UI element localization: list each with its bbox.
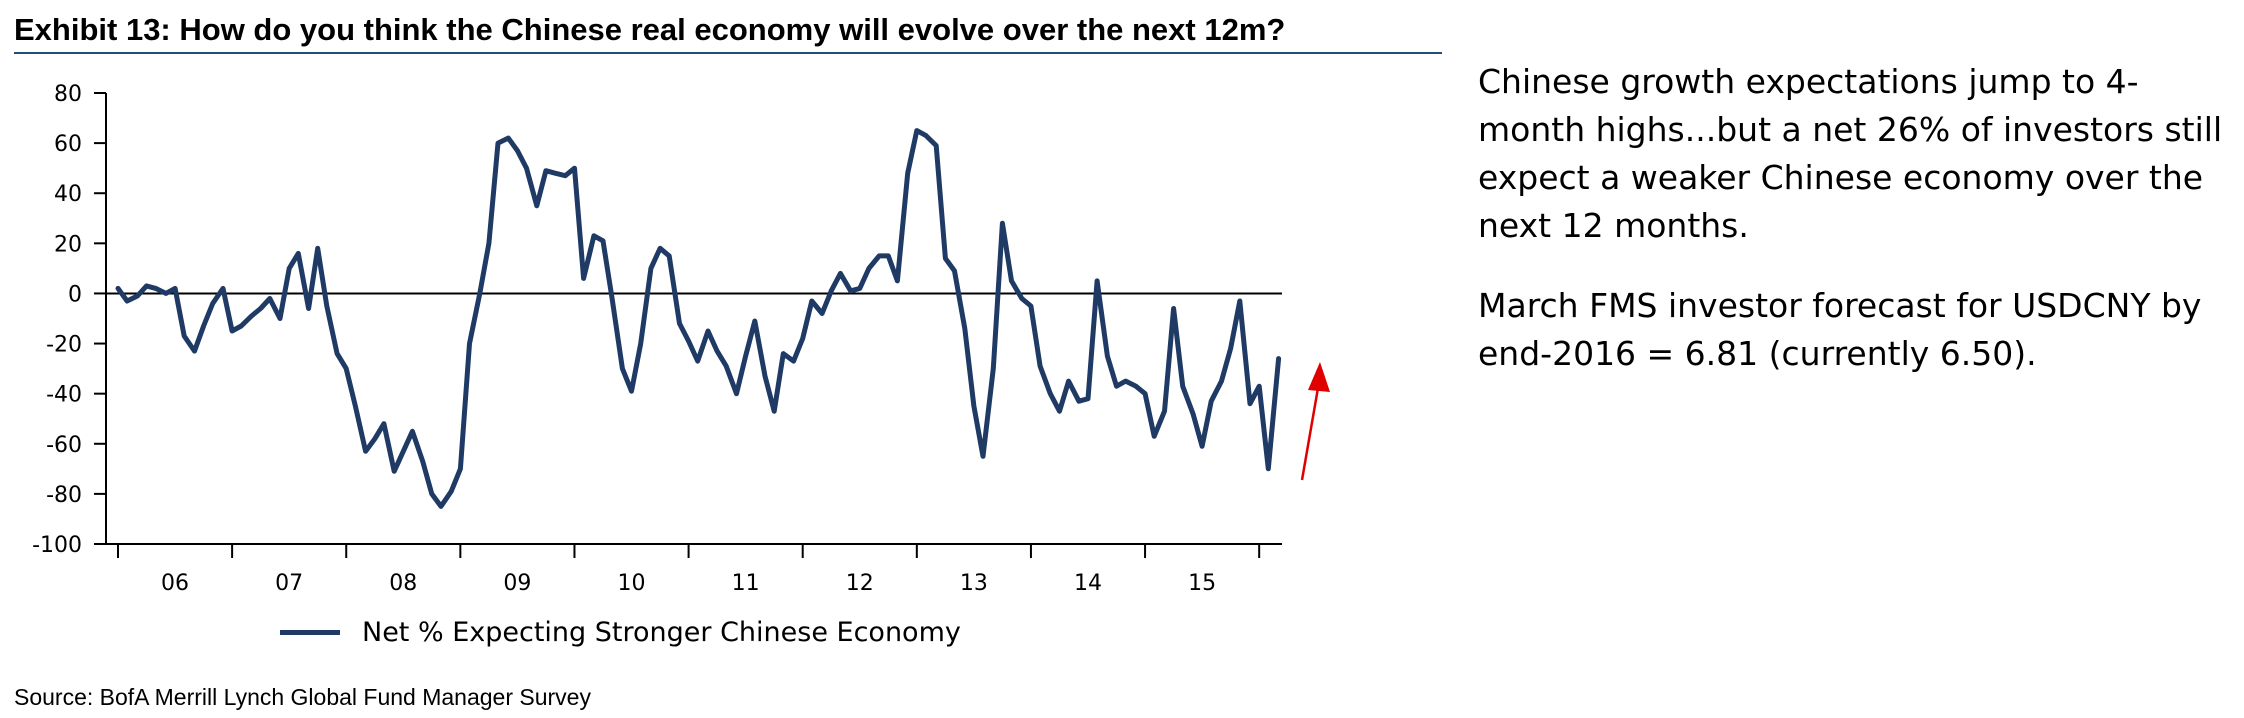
x-tick-label: 12 <box>846 571 874 596</box>
y-tick-label: 60 <box>54 132 82 157</box>
x-tick-label: 07 <box>275 571 303 596</box>
y-tick-label: 40 <box>54 182 82 207</box>
title-rule <box>14 52 1442 54</box>
y-tick-label: 80 <box>54 82 82 107</box>
annotation-arrow-head <box>1308 362 1330 392</box>
x-tick-label: 11 <box>732 571 760 596</box>
y-tick-label: 20 <box>54 232 82 257</box>
x-tick-label: 10 <box>618 571 646 596</box>
commentary-paragraph-1: Chinese growth expectations jump to 4-mo… <box>1478 62 2223 245</box>
y-tick-label: -20 <box>46 333 82 358</box>
y-tick-label: -100 <box>32 533 82 558</box>
x-tick-label: 08 <box>389 571 417 596</box>
exhibit-title: Exhibit 13: How do you think the Chinese… <box>14 12 1286 47</box>
series-line-net-stronger-economy <box>115 128 1282 509</box>
legend: Net % Expecting Stronger Chinese Economy <box>280 612 961 652</box>
y-tick-label: 0 <box>68 282 82 307</box>
legend-label: Net % Expecting Stronger Chinese Economy <box>362 616 961 648</box>
legend-swatch <box>280 629 340 635</box>
x-tick-label: 15 <box>1188 571 1216 596</box>
x-tick-label: 13 <box>960 571 988 596</box>
y-tick-label: -80 <box>46 483 82 508</box>
x-tick-label: 06 <box>161 571 189 596</box>
source-note: Source: BofA Merrill Lynch Global Fund M… <box>14 684 591 710</box>
x-tick-label: 09 <box>503 571 531 596</box>
y-tick-label: -60 <box>46 433 82 458</box>
x-tick-label: 14 <box>1074 571 1102 596</box>
annotation-arrow-shaft <box>1300 387 1320 481</box>
y-tick-label: -40 <box>46 383 82 408</box>
commentary-paragraph-2: March FMS investor forecast for USDCNY b… <box>1478 286 2202 373</box>
